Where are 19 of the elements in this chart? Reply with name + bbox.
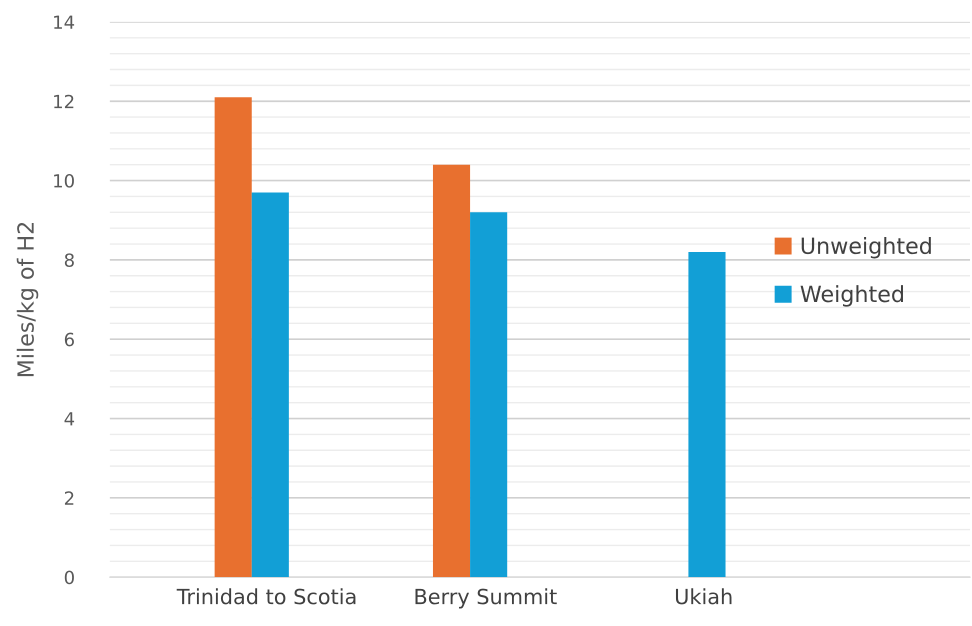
- x-tick-label: Berry Summit: [416, 588, 557, 608]
- y-tick-label: 2: [64, 491, 74, 505]
- y-axis-title: Miles/kg of H2: [16, 222, 38, 376]
- legend-label: Unweighted: [802, 236, 931, 258]
- y-tick-label: 14: [54, 16, 74, 29]
- y-tick-label: 6: [64, 332, 74, 346]
- x-tick-label: Ukiah: [676, 588, 732, 604]
- y-tick-label: 8: [64, 253, 74, 267]
- y-tick-label: 0: [64, 570, 74, 584]
- y-tick-label: 10: [54, 174, 74, 188]
- y-tick-label: 4: [64, 412, 74, 426]
- y-tick-label: 12: [54, 94, 74, 108]
- bar: [432, 164, 470, 578]
- bar: [470, 212, 508, 578]
- x-tick-label: Trinidad to Scotia: [176, 588, 356, 604]
- legend-label: Weighted: [800, 285, 903, 307]
- bar: [688, 252, 726, 578]
- bar: [252, 192, 289, 578]
- bar: [214, 97, 252, 578]
